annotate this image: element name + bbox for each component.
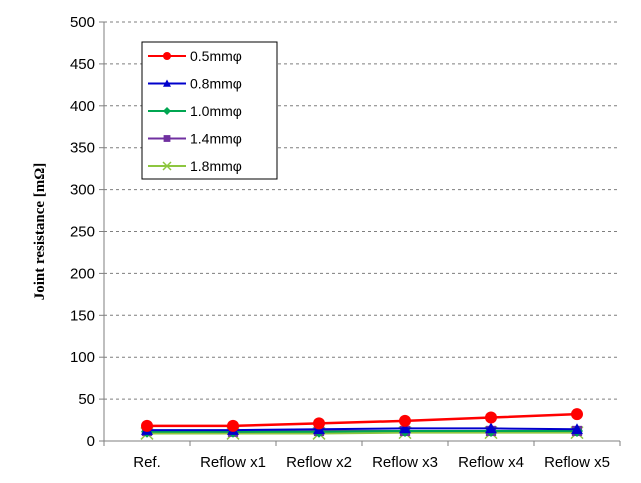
series-line (147, 429, 577, 433)
y-tick-label: 200 (70, 265, 95, 282)
y-axis-title: Joint resistance [mΩ] (32, 163, 48, 301)
legend-marker (163, 107, 171, 115)
x-tick-label: Ref. (133, 454, 161, 471)
legend-item: 1.8mmφ (148, 158, 242, 174)
legend: 0.5mmφ 0.8mmφ 1.0mmφ 1.4mmφ 1.8mmφ (141, 41, 278, 180)
series-2 (141, 422, 583, 435)
legend-label: 1.0mmφ (190, 103, 242, 119)
y-tick-label: 150 (70, 307, 95, 324)
y-tick-label: 100 (70, 349, 95, 366)
legend-marker (163, 52, 171, 60)
data-point (485, 411, 497, 424)
data-point (485, 422, 497, 434)
y-tick-label: 400 (70, 98, 95, 115)
data-point (313, 417, 325, 430)
x-tick-label: Reflow x1 (200, 454, 266, 471)
legend-label: 0.8mmφ (190, 76, 242, 92)
legend-marker (162, 161, 172, 171)
x-tick-labels: Ref. Reflow x1 Reflow x2 Reflow x3 Reflow x4… (133, 454, 610, 471)
data-point (399, 422, 411, 434)
y-tick-label: 0 (87, 433, 95, 450)
series-line (147, 427, 578, 432)
series-line (147, 412, 578, 428)
legend-item: 1.0mmφ (148, 103, 242, 119)
legend-marker (163, 135, 171, 142)
legend-marker (163, 79, 171, 87)
y-tick-label: 500 (70, 14, 95, 31)
legend-item: 0.8mmφ (148, 76, 242, 92)
data-point (399, 414, 411, 427)
y-tick-label: 300 (70, 182, 95, 199)
y-tick-label: 250 (70, 224, 95, 241)
legend-item: 1.4mmφ (148, 131, 242, 147)
series-line (147, 431, 577, 435)
x-tick-label: Reflow x4 (458, 454, 524, 471)
x-tick-label: Reflow x2 (286, 454, 352, 471)
data-point (227, 419, 239, 432)
data-point (141, 419, 153, 432)
series-layer (140, 408, 584, 440)
series-1 (141, 408, 583, 432)
legend-label: 1.4mmφ (190, 131, 242, 147)
legend-label: 0.5mmφ (190, 48, 242, 64)
data-point (571, 408, 583, 421)
x-tick-label: Reflow x3 (372, 454, 438, 471)
legend-item: 0.5mmφ (148, 48, 242, 64)
data-point (571, 423, 583, 435)
axes (99, 21, 621, 446)
y-tick-label: 450 (70, 56, 95, 73)
y-tick-label: 50 (78, 391, 95, 408)
x-tick-label: Reflow x5 (544, 454, 610, 471)
legend-label: 1.8mmφ (190, 158, 242, 174)
y-tick-label: 350 (70, 140, 95, 157)
y-tick-labels: 0 50 100 150 200 250 300 350 400 450 500 (70, 14, 95, 450)
